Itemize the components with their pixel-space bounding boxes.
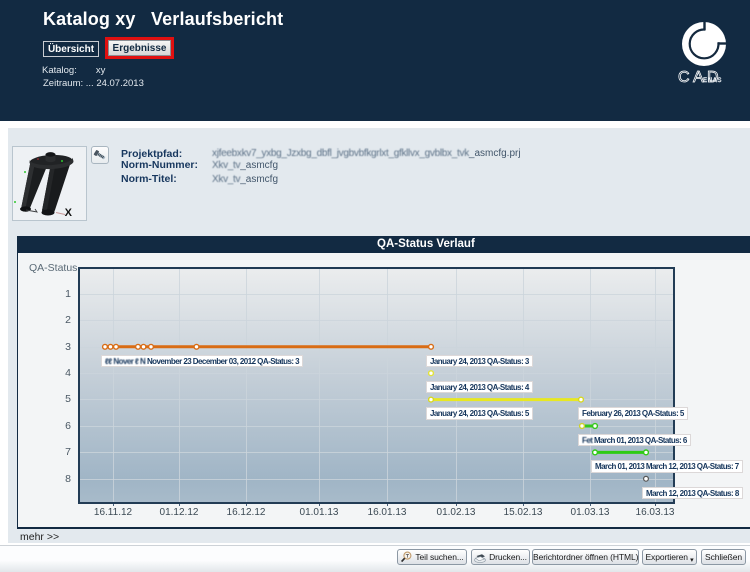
svg-text:CAD: CAD: [678, 69, 722, 86]
svg-text:ENAS: ENAS: [703, 78, 722, 84]
